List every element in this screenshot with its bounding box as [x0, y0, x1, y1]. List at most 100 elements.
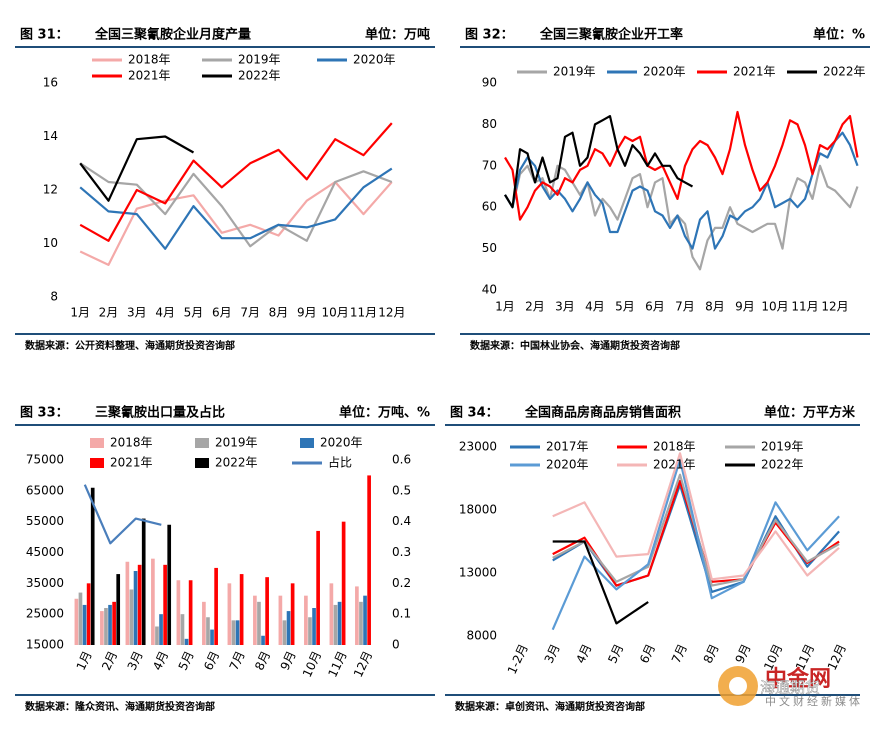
series-line	[504, 131, 859, 250]
x-tick-label: 1月	[495, 300, 515, 314]
chart-title: 三聚氰胺出口量及占比	[95, 405, 225, 421]
bar	[74, 598, 79, 645]
x-tick-label: 6月	[212, 306, 232, 320]
chart-title: 全国商品房商品房销售面积	[524, 405, 681, 421]
series-line	[504, 110, 859, 221]
bar	[104, 608, 108, 645]
legend-label: 2021年	[653, 458, 696, 472]
y2-tick-label: 0.1	[392, 607, 411, 621]
watermark-tagline: 中文财经新媒体	[765, 694, 863, 708]
x-tick-label: 9月	[735, 300, 755, 314]
series-line	[79, 180, 393, 266]
bar	[367, 475, 371, 645]
series-line	[79, 135, 195, 202]
bar	[308, 617, 312, 645]
legend-label: 2022年	[215, 456, 258, 470]
series-line	[552, 452, 840, 581]
series-line	[79, 167, 393, 250]
chart-panel: 图 34： 全国商品房商品房销售面积 单位：万平方米数据来源：卓创资讯、海通期货投资…	[445, 405, 860, 713]
y-tick-label: 8	[50, 290, 58, 304]
bar	[137, 564, 142, 645]
bar	[290, 583, 295, 645]
bar	[86, 583, 91, 645]
x-tick-label: 5月	[615, 300, 635, 314]
y-tick-label: 60	[482, 200, 497, 214]
bar	[214, 567, 218, 645]
bar	[282, 620, 287, 645]
bar	[141, 518, 146, 645]
x-tick-label: 10月	[322, 306, 349, 320]
bar	[125, 561, 130, 645]
bar	[304, 595, 308, 645]
figure-label: 图 34：	[450, 406, 499, 421]
bar	[108, 604, 112, 645]
y-tick-label: 18000	[459, 503, 497, 517]
legend-label: 2020年	[546, 458, 589, 472]
watermark-logo-inner	[729, 677, 747, 695]
legend-label: 2022年	[761, 458, 804, 472]
y2-tick-label: 0.4	[392, 514, 411, 528]
y-tick-label: 75000	[26, 453, 64, 467]
legend-label: 2017年	[546, 440, 589, 454]
y-tick-label: 25000	[26, 607, 64, 621]
bar	[231, 620, 236, 645]
y-tick-label: 12	[43, 183, 58, 197]
y2-tick-label: 0	[392, 638, 400, 652]
x-tick-label: 9月	[297, 306, 317, 320]
chart-title: 全国三聚氰胺企业月度产量	[94, 27, 251, 43]
x-tick-label: 11月	[791, 300, 818, 314]
bar	[257, 601, 261, 645]
x-tick-label: 2月	[99, 306, 119, 320]
y-tick-label: 55000	[26, 514, 64, 528]
legend-swatch	[195, 458, 209, 468]
x-tick-label: 4月	[585, 300, 605, 314]
bar	[337, 601, 342, 645]
legend-label: 2022年	[823, 65, 866, 79]
legend-label: 2019年	[553, 65, 596, 79]
y2-tick-label: 0.6	[392, 453, 411, 467]
y-tick-label: 40	[482, 283, 497, 297]
x-tick-label: 8月	[269, 306, 289, 320]
x-tick-label: 12月	[378, 306, 405, 320]
chart-title: 全国三聚氰胺企业开工率	[539, 27, 683, 43]
legend-swatch	[300, 438, 314, 448]
y-tick-label: 16	[43, 76, 58, 90]
bar	[286, 611, 291, 645]
y-tick-label: 90	[482, 76, 497, 90]
bar	[235, 620, 240, 645]
x-tick-label: 3月	[555, 300, 575, 314]
y-tick-label: 8000	[466, 629, 497, 643]
legend-swatch	[90, 438, 104, 448]
y-tick-label: 80	[482, 117, 497, 131]
bar	[261, 635, 265, 645]
bar	[112, 601, 116, 645]
legend-label: 2020年	[320, 436, 363, 450]
x-tick-label: 6月	[645, 300, 665, 314]
legend-swatch	[195, 438, 209, 448]
x-tick-label: 7月	[240, 306, 260, 320]
bar	[316, 530, 320, 645]
bar	[333, 604, 338, 645]
bar	[202, 601, 206, 645]
watermark-overlay: 海通期货	[760, 679, 820, 697]
bar	[180, 614, 185, 645]
y2-tick-label: 0.2	[392, 576, 411, 590]
legend-label: 2018年	[110, 436, 153, 450]
bar	[359, 601, 363, 645]
bar	[155, 626, 159, 645]
legend-label: 2022年	[238, 69, 281, 83]
legend-label: 2018年	[128, 53, 171, 67]
series-line	[79, 162, 393, 248]
source-note: 数据来源：公开资料整理、海通期货投资咨询部	[25, 339, 235, 352]
y-tick-label: 10	[43, 236, 58, 250]
bar	[239, 574, 244, 645]
y2-tick-label: 0.3	[392, 545, 411, 559]
bar	[188, 580, 193, 645]
chart-panel: 图 32： 全国三聚氰胺企业开工率 单位：% 数据来源：中国林业协会、海通期货投资咨询…	[460, 27, 870, 352]
bar	[278, 595, 283, 645]
source-note: 数据来源：卓创资讯、海通期货投资咨询部	[455, 700, 645, 713]
unit-label: 单位：万吨、%	[339, 405, 430, 421]
bar	[210, 629, 214, 645]
x-tick-label: 3月	[127, 306, 147, 320]
